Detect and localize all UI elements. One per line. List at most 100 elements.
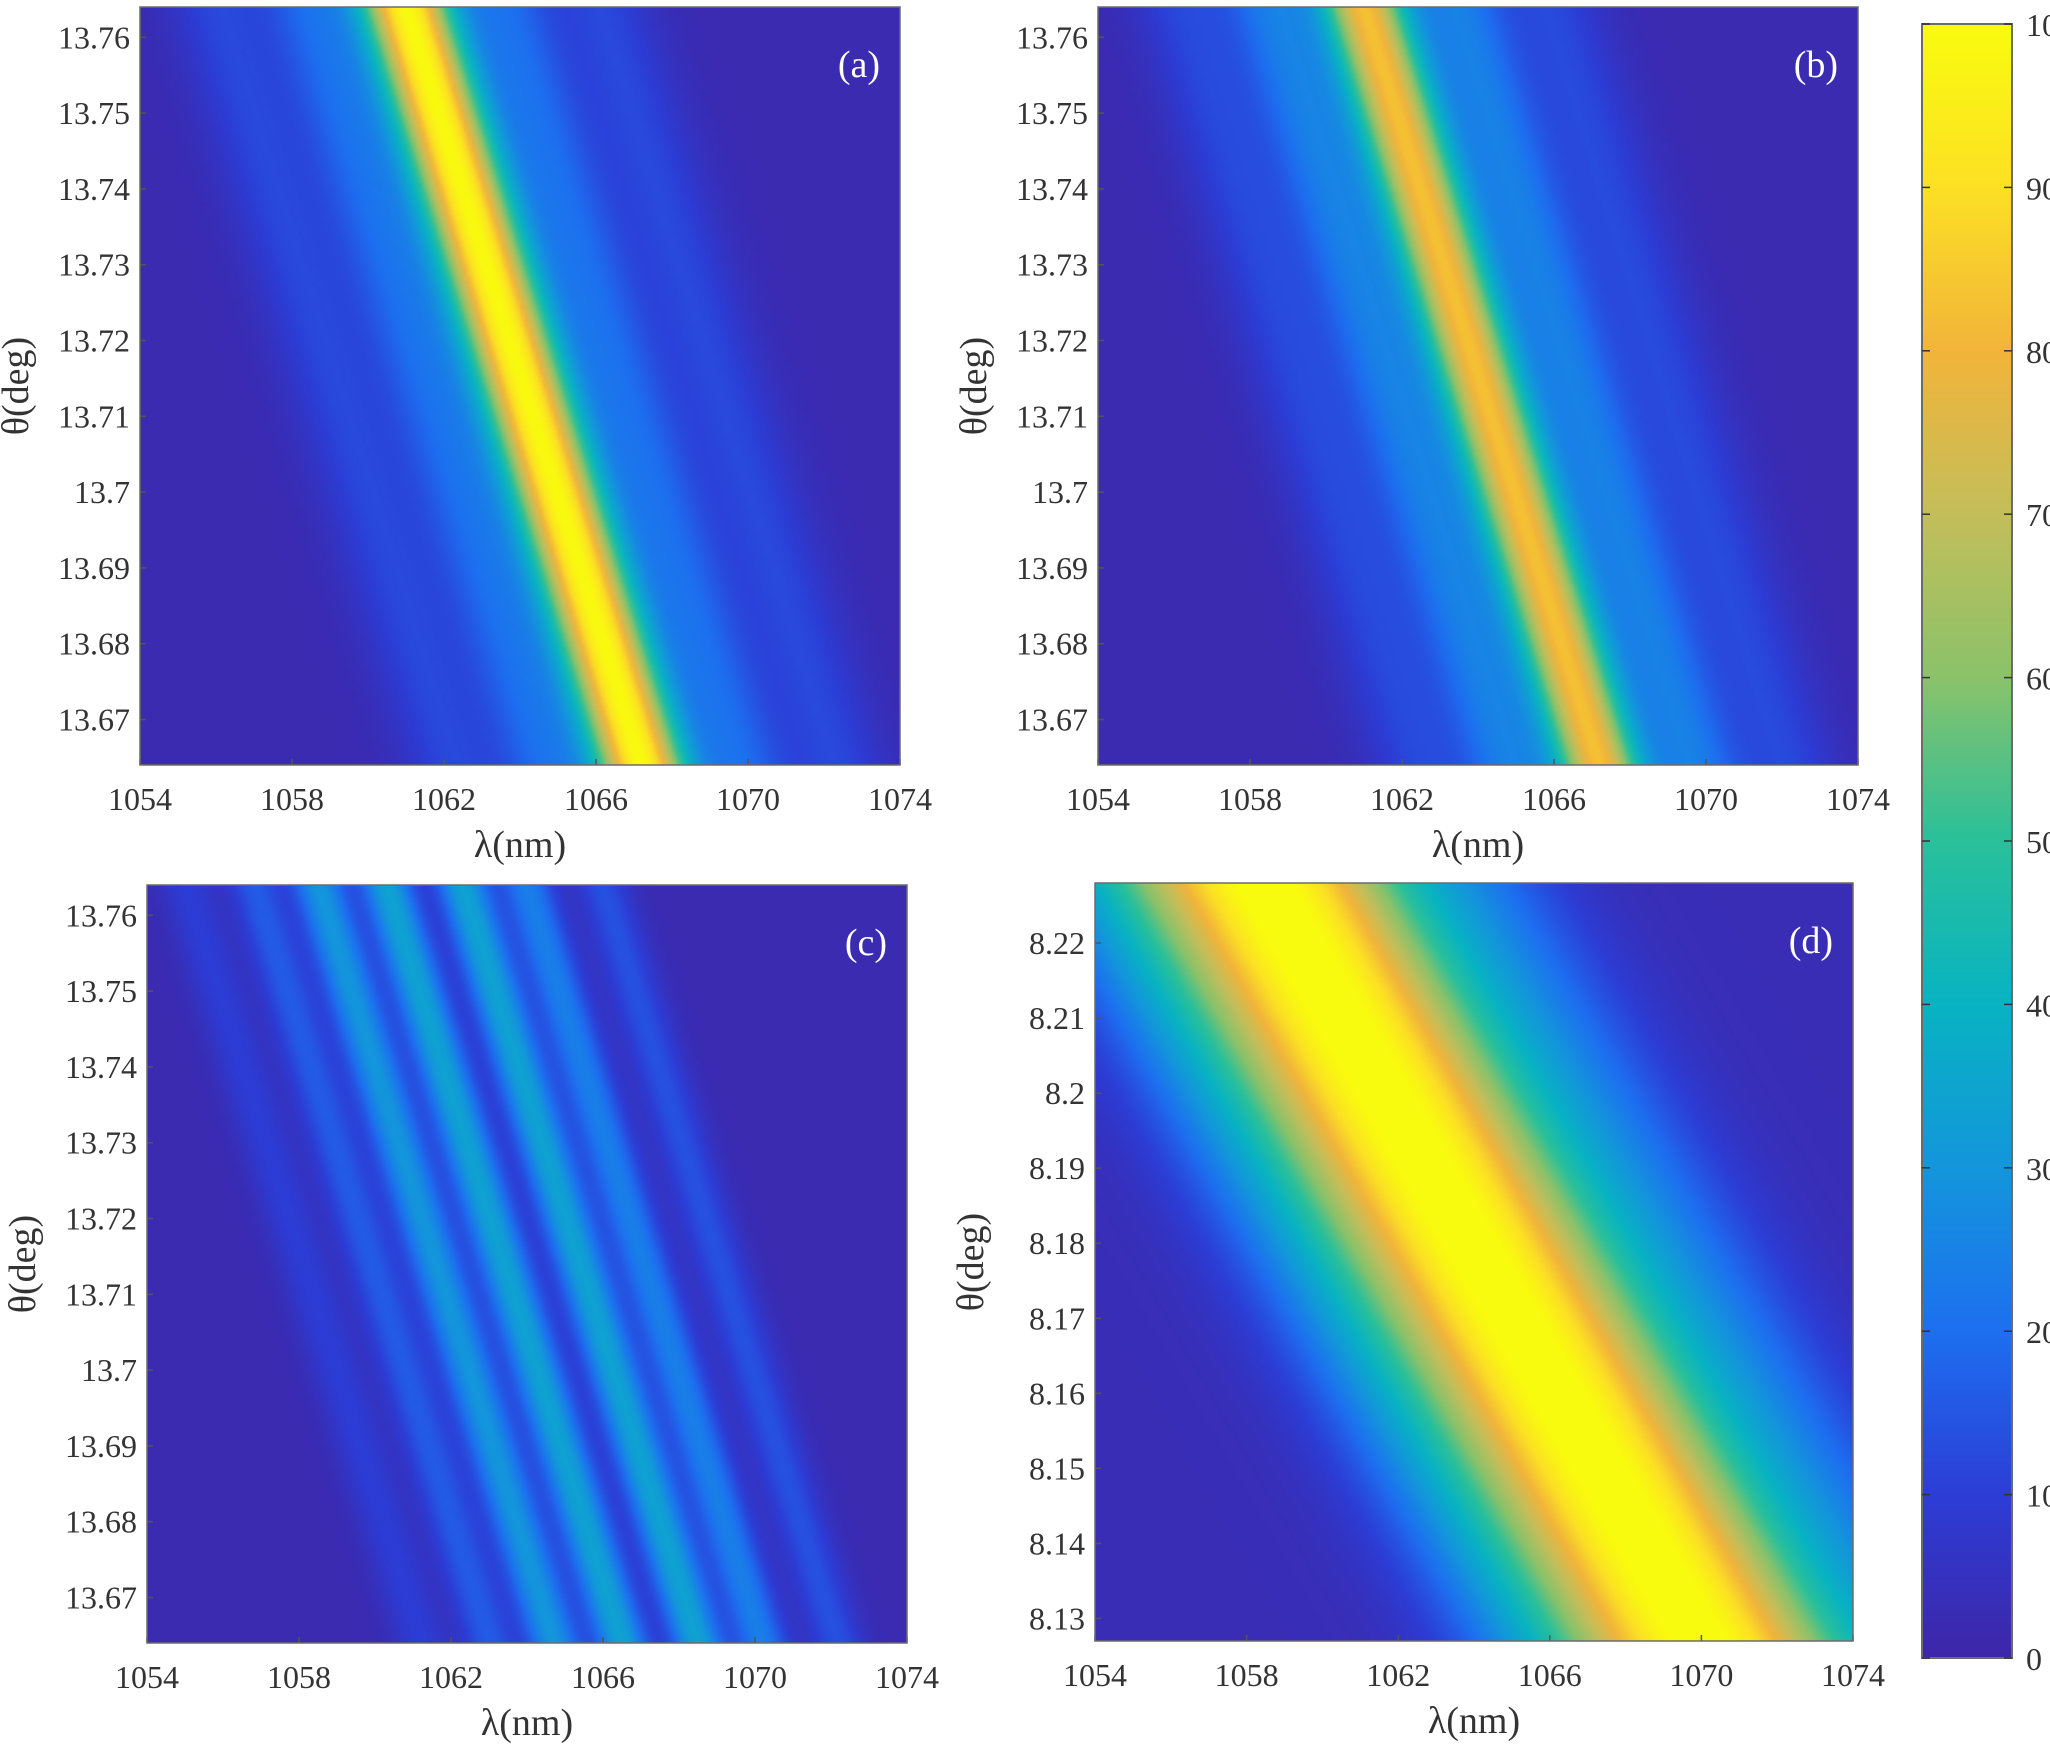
x-tick-label: 1074 (875, 1659, 939, 1695)
x-tick-label: 1074 (1826, 781, 1890, 817)
y-tick-label: 13.74 (65, 1049, 137, 1085)
plot-frame (1094, 882, 1854, 1642)
x-tick-label: 1058 (260, 781, 324, 817)
colorbar-gradient (1921, 23, 2013, 1659)
panel-c: 1054 1058 1062 1066 1070 1074 13.67 13.68 13.69 1… (2, 884, 939, 1744)
x-tick-label: 1062 (419, 1659, 483, 1695)
y-axis-label: θ(deg) (0, 337, 37, 435)
y-tick-label: 13.69 (65, 1428, 137, 1464)
y-tick-label: 13.74 (58, 171, 130, 207)
x-tick-label: 1054 (1066, 781, 1130, 817)
x-tick-label: 1054 (115, 1659, 179, 1695)
y-tick-label: 13.68 (58, 626, 130, 662)
colorbar-tick-label: 60 (2026, 661, 2050, 697)
y-axis-label: θ(deg) (950, 1213, 992, 1311)
colorbar-tick-label: 20 (2026, 1314, 2050, 1350)
colorbar-tick-label: 10 (2026, 1478, 2050, 1514)
y-tick-label: 13.69 (1016, 550, 1088, 586)
x-tick-label: 1074 (1821, 1657, 1885, 1693)
y-tick-label: 13.73 (58, 247, 130, 283)
colorbar: 0 10 20 30 40 50 60 70 80 90 100 (1921, 7, 2050, 1677)
colorbar-tick-label: 30 (2026, 1151, 2050, 1187)
heatmap-image (140, 7, 900, 765)
x-tick-label: 1070 (723, 1659, 787, 1695)
y-tick-label: 13.72 (65, 1201, 137, 1237)
colorbar-tick-label: 100 (2026, 7, 2050, 43)
y-tick-label: 8.14 (1029, 1525, 1085, 1561)
x-tick-label: 1062 (1370, 781, 1434, 817)
y-tick-label: 8.22 (1029, 925, 1085, 961)
x-axis-label: λ(nm) (474, 824, 566, 866)
plot-frame (139, 6, 901, 766)
x-tick-label: 1054 (108, 781, 172, 817)
y-tick-label: 13.72 (1016, 323, 1088, 359)
panels: 1054 1058 1062 1066 1070 1074 13.67 13.68 13.69 1… (0, 6, 1890, 1744)
x-tick-label: 1070 (716, 781, 780, 817)
y-tick-label: 8.21 (1029, 1000, 1085, 1036)
panel-label: (c) (845, 922, 887, 964)
y-tick-label: 13.76 (65, 897, 137, 933)
colorbar-tick-label: 70 (2026, 497, 2050, 533)
colorbar-tick-label: 40 (2026, 987, 2050, 1023)
panel-b: 1054 1058 1062 1066 1070 1074 13.67 13.68 13.69 1… (953, 6, 1890, 866)
x-tick-label: 1066 (1522, 781, 1586, 817)
y-tick-label: 13.73 (65, 1125, 137, 1161)
y-tick-label: 13.71 (58, 398, 130, 434)
x-tick-label: 1058 (1218, 781, 1282, 817)
y-tick-label: 13.71 (65, 1276, 137, 1312)
y-tick-label: 13.75 (58, 95, 130, 131)
y-tick-label: 8.16 (1029, 1375, 1085, 1411)
x-axis-label: λ(nm) (1432, 824, 1524, 866)
x-tick-label: 1066 (564, 781, 628, 817)
y-tick-label: 13.76 (1016, 19, 1088, 55)
y-tick-label: 8.19 (1029, 1150, 1085, 1186)
y-tick-label: 13.71 (1016, 398, 1088, 434)
y-tick-label: 13.76 (58, 19, 130, 55)
plot-frame (1097, 6, 1859, 766)
colorbar-tick-label: 80 (2026, 334, 2050, 370)
panel-label: (b) (1794, 44, 1838, 86)
y-tick-label: 13.67 (65, 1580, 137, 1616)
y-axis-label: θ(deg) (2, 1215, 44, 1313)
x-tick-label: 1054 (1063, 1657, 1127, 1693)
x-axis-label: λ(nm) (481, 1702, 573, 1744)
x-tick-label: 1070 (1669, 1657, 1733, 1693)
y-tick-label: 13.67 (58, 702, 130, 738)
panel-a: 1054 1058 1062 1066 1070 1074 13.67 13.68 13.69 1… (0, 6, 932, 866)
x-tick-label: 1062 (1366, 1657, 1430, 1693)
x-tick-label: 1066 (1518, 1657, 1582, 1693)
y-axis-label: θ(deg) (953, 337, 995, 435)
y-tick-label: 13.75 (65, 973, 137, 1009)
colorbar-tick-label: 0 (2026, 1641, 2042, 1677)
y-tick-label: 13.74 (1016, 171, 1088, 207)
y-tick-label: 13.75 (1016, 95, 1088, 131)
y-tick-label: 13.68 (1016, 626, 1088, 662)
y-tick-label: 13.7 (1032, 474, 1088, 510)
y-tick-label: 13.67 (1016, 702, 1088, 738)
x-tick-label: 1066 (571, 1659, 635, 1695)
y-tick-label: 13.7 (81, 1352, 137, 1388)
y-tick-label: 8.17 (1029, 1300, 1085, 1336)
heatmap-image (1098, 7, 1858, 765)
y-tick-label: 13.69 (58, 550, 130, 586)
panel-label: (a) (838, 44, 880, 86)
x-tick-label: 1058 (267, 1659, 331, 1695)
x-tick-label: 1074 (868, 781, 932, 817)
colorbar-tick-label: 90 (2026, 170, 2050, 206)
x-tick-label: 1058 (1215, 1657, 1279, 1693)
heatmap-image (147, 885, 907, 1643)
y-tick-label: 8.15 (1029, 1450, 1085, 1486)
colorbar-tick-label: 50 (2026, 824, 2050, 860)
heatmap-image (1095, 883, 1853, 1641)
y-tick-label: 13.73 (1016, 247, 1088, 283)
x-axis-label: λ(nm) (1428, 1700, 1520, 1742)
y-tick-label: 13.72 (58, 323, 130, 359)
panel-label: (d) (1789, 920, 1833, 962)
y-tick-label: 8.2 (1045, 1075, 1085, 1111)
y-tick-label: 8.18 (1029, 1225, 1085, 1261)
y-tick-label: 13.68 (65, 1504, 137, 1540)
y-tick-label: 13.7 (74, 474, 130, 510)
plot-frame (146, 884, 908, 1644)
x-tick-label: 1062 (412, 781, 476, 817)
